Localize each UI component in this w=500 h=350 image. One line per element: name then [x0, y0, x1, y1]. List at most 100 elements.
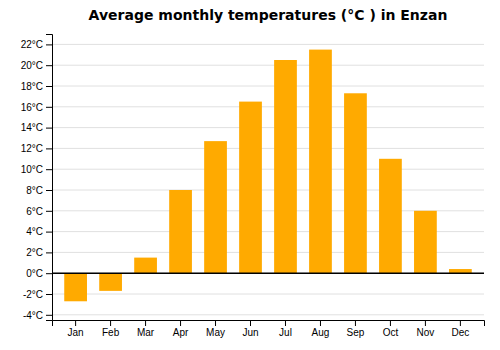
x-tick-label: Mar	[137, 327, 155, 338]
title: Average monthly temperatures (°C ) in En…	[89, 7, 448, 23]
y-tick: 22°C	[21, 39, 52, 50]
grid-line	[52, 190, 484, 191]
bar	[379, 159, 402, 273]
bar	[414, 211, 437, 273]
x-tick-label: May	[206, 327, 225, 338]
y-axis: -4°C -2°C 0°C 2°C 4°C 6°C 8°C 10°C 12°C 14°C 16°C 1…	[21, 35, 53, 321]
x-tick-mark	[75, 320, 76, 326]
y-tick-label: 8°C	[26, 185, 43, 196]
y-tick: 14°C	[21, 122, 52, 133]
grid-line	[52, 148, 484, 149]
y-tick: -4°C	[23, 310, 52, 321]
y-tick-mark	[46, 273, 52, 274]
grid-line	[52, 65, 484, 66]
x-tick-mark	[180, 320, 181, 326]
bar	[239, 102, 262, 274]
chart: Average monthly temperatures (°C ) in En…	[0, 0, 500, 350]
y-tick: 12°C	[21, 143, 52, 154]
bar	[274, 60, 297, 273]
bar	[344, 93, 367, 273]
y-tick-label: 18°C	[21, 81, 43, 92]
y-tick-label: 10°C	[21, 164, 43, 175]
y-tick-mark	[46, 86, 52, 87]
x-tick: Jul	[279, 320, 292, 338]
y-tick-mark	[46, 65, 52, 66]
x-tick-mark	[355, 320, 356, 326]
grid-line	[52, 314, 484, 315]
y-tick: 16°C	[21, 102, 52, 113]
x-tick-label: Nov	[417, 327, 435, 338]
x-tick-mark	[145, 320, 146, 326]
y-tick-mark	[46, 169, 52, 170]
y-tick: 2°C	[26, 247, 52, 258]
y-tick: 6°C	[26, 206, 52, 217]
y-tick-label: 6°C	[26, 206, 43, 217]
x-tick-mark	[250, 320, 251, 326]
y-tick-mark	[46, 211, 52, 212]
y-tick-label: 2°C	[26, 247, 43, 258]
grid	[52, 44, 484, 314]
y-tick-mark	[46, 44, 52, 45]
y-tick-label: 12°C	[21, 143, 43, 154]
y-tick: -2°C	[23, 289, 52, 300]
y-tick-label: 4°C	[26, 226, 43, 237]
x-tick: Jun	[242, 320, 258, 338]
x-axis-line	[53, 321, 485, 327]
x-tick-label: Jul	[279, 327, 292, 338]
y-tick-label: 22°C	[21, 39, 43, 50]
x-tick-label: Feb	[102, 327, 120, 338]
x-tick: Jan	[68, 320, 84, 338]
x-tick-mark	[215, 320, 216, 326]
y-tick: 0°C	[26, 268, 52, 279]
x-tick-mark	[460, 320, 461, 326]
x-tick: Feb	[102, 320, 120, 338]
x-tick-mark	[110, 320, 111, 326]
grid-line	[52, 294, 484, 295]
y-tick-label: 14°C	[21, 122, 43, 133]
x-tick: Oct	[383, 320, 399, 338]
y-tick: 8°C	[26, 185, 52, 196]
bar	[134, 258, 157, 274]
y-tick-mark	[46, 148, 52, 149]
x-tick-label: Sep	[347, 327, 365, 338]
x-tick-label: Dec	[451, 327, 469, 338]
bar	[64, 273, 87, 301]
x-tick-mark	[320, 320, 321, 326]
y-tick-mark	[46, 190, 52, 191]
x-tick: Nov	[417, 320, 435, 338]
y-tick-label: 20°C	[21, 60, 43, 71]
y-tick-mark	[46, 107, 52, 108]
x-tick-mark	[390, 320, 391, 326]
bar	[309, 50, 332, 274]
x-axis: Jan Feb Mar Apr May Jun Jul Aug Sep Oct Nov Dec	[53, 320, 485, 338]
y-tick-mark	[46, 252, 52, 253]
x-tick-label: Oct	[383, 327, 399, 338]
y-axis-line	[46, 35, 53, 321]
y-tick-label: -4°C	[23, 310, 43, 321]
x-tick-mark	[285, 320, 286, 326]
grid-line	[52, 44, 484, 45]
x-tick-label: Aug	[312, 327, 330, 338]
grid-line	[52, 273, 484, 274]
x-tick: Aug	[312, 320, 330, 338]
plot-area: -4°C -2°C 0°C 2°C 4°C 6°C 8°C 10°C 12°C 14°C 16°C 1…	[21, 35, 485, 339]
y-tick-mark	[46, 128, 52, 129]
x-tick-label: Jan	[68, 327, 84, 338]
y-tick-label: 0°C	[26, 268, 43, 279]
y-tick-label: 16°C	[21, 102, 43, 113]
x-tick-mark	[425, 320, 426, 326]
grid-line	[52, 169, 484, 170]
y-tick-label: -2°C	[23, 289, 43, 300]
x-tick: Sep	[347, 320, 365, 338]
y-tick: 20°C	[21, 60, 52, 71]
y-tick-mark	[46, 232, 52, 233]
grid-line	[52, 127, 484, 128]
y-tick-mark	[46, 315, 52, 316]
x-tick: May	[206, 320, 225, 338]
bar	[204, 141, 227, 273]
bar	[169, 190, 192, 273]
x-tick-label: Jun	[242, 327, 258, 338]
y-tick: 4°C	[26, 226, 52, 237]
y-tick-mark	[46, 294, 52, 295]
x-tick-label: Apr	[173, 327, 189, 338]
